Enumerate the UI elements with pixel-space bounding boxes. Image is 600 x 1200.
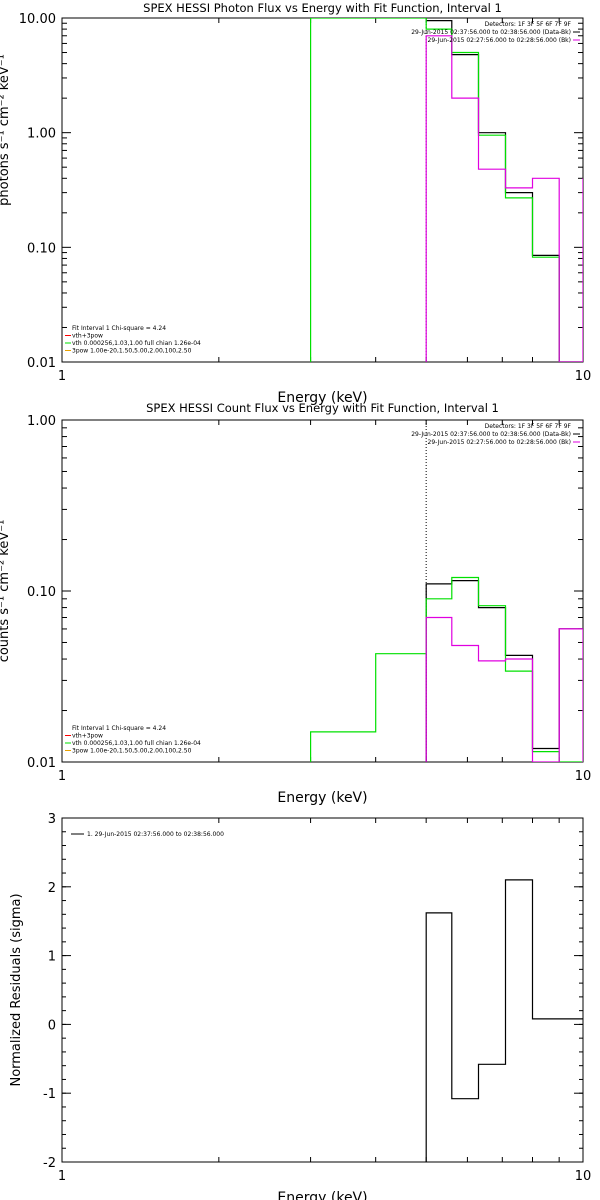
y-tick-label: 0.10: [27, 585, 56, 600]
series-black-line: [425, 879, 583, 1162]
y-tick-label: 1.00: [27, 127, 56, 142]
info-line: 29-Jun-2015 02:37:56.000 to 02:38:56.000…: [411, 431, 571, 438]
legend-entry: Fit Interval 1 Chi-square = 4.24: [72, 725, 166, 732]
y-axis-label: counts s⁻¹ cm⁻² keV⁻¹: [0, 520, 12, 663]
chart-title: SPEX HESSI Photon Flux vs Energy with Fi…: [143, 1, 502, 15]
plot-frame: [61, 419, 584, 763]
y-tick-label: 1: [48, 950, 56, 965]
y-tick-label: 0: [48, 1018, 56, 1033]
y-tick-label: 10.00: [19, 12, 56, 27]
chart-3: 1 10 Energy (keV) -2 -1 0 1 2 3 Normalized Residu…: [9, 812, 591, 1200]
x-tick-label: 1: [58, 369, 66, 384]
legend-entry: 1. 29-Jun-2015 02:37:56.000 to 02:38:56.…: [87, 831, 224, 838]
y-tick-label: 1.00: [27, 414, 56, 429]
y-tick-label: -1: [43, 1087, 56, 1102]
y-tick-label: 3: [48, 812, 56, 827]
x-axis-label: Energy (keV): [277, 1190, 367, 1200]
legend-entry: vth+3pow: [72, 733, 103, 740]
chart-2: SPEX HESSI Count Flux vs Energy with Fit…: [0, 401, 591, 806]
info-line: 29-Jun-2015 02:37:56.000 to 02:38:56.000…: [411, 29, 571, 36]
legend-entry: Fit Interval 1 Chi-square = 4.24: [72, 325, 166, 332]
x-axis-label: Energy (keV): [277, 390, 367, 406]
y-axis-label: Normalized Residuals (sigma): [9, 893, 24, 1086]
chart-1: SPEX HESSI Photon Flux vs Energy with Fi…: [0, 1, 591, 406]
legend-entry: vth+3pow: [72, 333, 103, 340]
y-tick-label: -2: [43, 1156, 56, 1171]
info-line: Detectors: 1F 3F 5F 6F 7F 9F: [485, 423, 572, 430]
legend-entry: vth 0.000256,1.03,1.00 full chian 1.26e-…: [72, 340, 201, 347]
x-axis-label: Energy (keV): [277, 790, 367, 806]
plot-frame: [61, 817, 584, 1163]
series-magenta-line: [425, 35, 583, 362]
x-tick-label: 1: [58, 1169, 66, 1184]
y-tick-label: 2: [48, 881, 56, 896]
series-green-line: [310, 18, 583, 362]
x-tick-label: 1: [58, 769, 66, 784]
series-green-line: [310, 576, 583, 762]
info-line: 29-Jun-2015 02:27:56.000 to 02:28:56.000…: [428, 439, 571, 446]
plot-frame: [61, 17, 584, 363]
legend-entry: 3pow 1.00e-20,1.50,5.00,2.00,100,2.50: [72, 748, 192, 755]
x-tick-label: 10: [575, 1169, 592, 1184]
chart-title: SPEX HESSI Count Flux vs Energy with Fit…: [146, 401, 499, 415]
legend-entry: vth 0.000256,1.03,1.00 full chian 1.26e-…: [72, 740, 201, 747]
plot-area: [425, 879, 583, 1162]
x-tick-label: 10: [575, 769, 592, 784]
plot-area: [310, 420, 583, 762]
series-magenta-line: [425, 616, 583, 762]
y-tick-label: 0.01: [27, 356, 56, 371]
plot-area: [310, 18, 583, 362]
info-line: Detectors: 1F 3F 5F 6F 7F 9F: [485, 21, 572, 28]
y-axis-label: photons s⁻¹ cm⁻² keV⁻¹: [0, 54, 12, 206]
info-line: 29-Jun-2015 02:27:56.000 to 02:28:56.000…: [428, 37, 571, 44]
legend-entry: 3pow 1.00e-20,1.50,5.00,2.00,100,2.50: [72, 348, 192, 355]
y-tick-label: 0.10: [27, 241, 56, 256]
y-tick-label: 0.01: [27, 756, 56, 771]
x-tick-label: 10: [575, 369, 592, 384]
